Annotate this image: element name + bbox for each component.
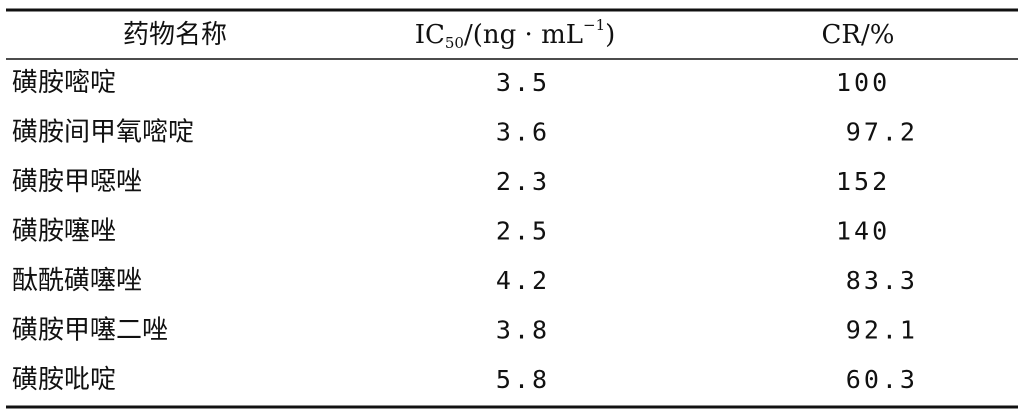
drug-name: 磺胺甲噻二唑 [12,316,168,346]
drug-name: 酞酰磺噻唑 [12,266,142,296]
cr-value: 100 [836,68,890,97]
header-sup: −1 [583,16,605,34]
drug-name: 磺胺噻唑 [12,217,116,247]
ic50-value: 3.5 [496,68,550,97]
ic50-value: 2.5 [496,217,550,246]
drug-name: 磺胺间甲氧嘧啶 [12,118,194,148]
ic50-value: 2.3 [496,167,550,196]
drug-name: 磺胺吡啶 [12,365,116,395]
ic50-value: 5.8 [496,365,550,394]
header-sub: 50 [445,34,464,52]
ic50-value: 3.8 [496,316,550,345]
header-cell: CR/% [822,20,895,50]
cr-value: 140 [836,217,890,246]
ic50-value: 4.2 [496,266,550,295]
cr-value: 97.2 [846,118,918,147]
cr-value: 60.3 [846,365,918,394]
header-part: /(ng · mL [464,20,583,50]
cr-value: 152 [836,167,890,196]
drug-name: 磺胺嘧啶 [12,68,116,98]
header-part: ) [605,20,615,50]
header-cell: IC50/(ng · mL−1) [415,16,616,52]
cr-value: 83.3 [846,266,918,295]
header-cell: 药物名称 [123,20,227,50]
cr-value: 92.1 [846,316,918,345]
header-part: IC [415,20,445,50]
ic50-value: 3.6 [496,118,550,147]
drug-name: 磺胺甲噁唑 [12,167,142,197]
